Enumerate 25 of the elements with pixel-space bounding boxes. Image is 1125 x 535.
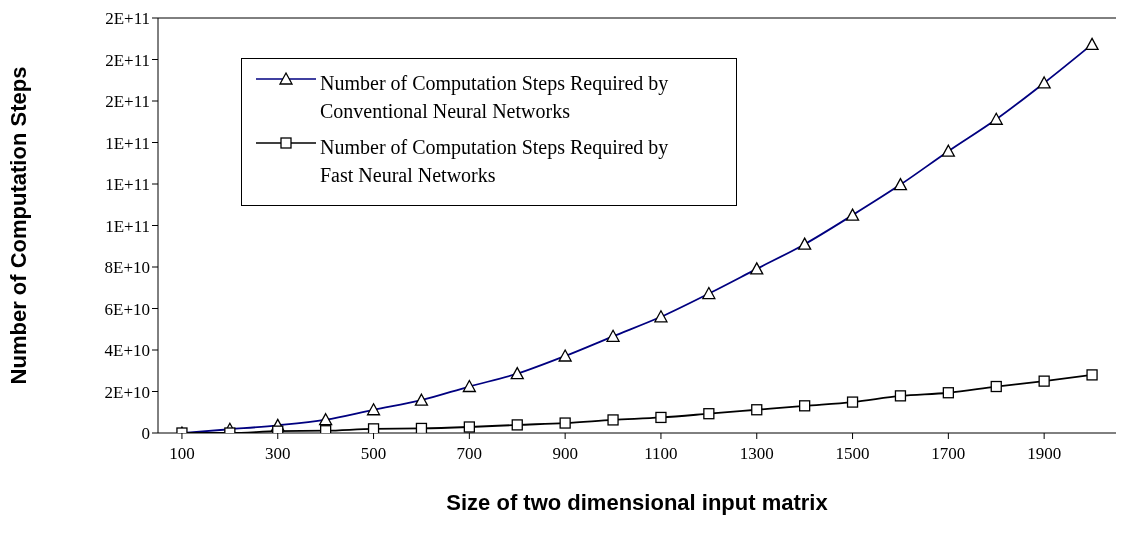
x-tick-label: 300 bbox=[265, 444, 291, 464]
y-tick-label: 0 bbox=[141, 424, 150, 444]
y-tick-label: 8E+10 bbox=[104, 258, 150, 278]
y-tick-label: 1E+11 bbox=[105, 216, 150, 236]
y-tick-label: 2E+11 bbox=[105, 50, 150, 70]
x-tick-label: 1500 bbox=[835, 444, 870, 464]
y-tick-label: 1E+11 bbox=[105, 133, 150, 153]
x-tick-label: 700 bbox=[456, 444, 483, 464]
y-tick-label: 6E+10 bbox=[104, 299, 150, 319]
x-tick-label: 900 bbox=[552, 444, 578, 464]
x-tick-label: 1700 bbox=[931, 444, 966, 464]
legend-label: Number of Computation Steps Required by Conventional Neural Networks bbox=[320, 71, 670, 124]
legend-label: Number of Computation Steps Required by Fast Neural Networks bbox=[320, 135, 670, 188]
x-axis-title: Size of two dimensional input matrix bbox=[446, 490, 829, 515]
y-axis-title: Number of Computation Steps bbox=[5, 66, 31, 385]
y-tick-label: 1E+11 bbox=[105, 175, 150, 195]
x-tick-label: 1900 bbox=[1027, 444, 1062, 464]
y-tick-label: 2E+11 bbox=[105, 92, 150, 112]
x-tick-label: 500 bbox=[360, 444, 387, 464]
x-tick-label: 100 bbox=[169, 444, 195, 464]
y-tick-label: 2E+10 bbox=[104, 382, 150, 402]
y-tick-label: 4E+10 bbox=[104, 341, 150, 361]
y-tick-label: 2E+11 bbox=[105, 9, 150, 29]
x-tick-label: 1100 bbox=[644, 444, 678, 464]
x-tick-label: 1300 bbox=[739, 444, 774, 464]
